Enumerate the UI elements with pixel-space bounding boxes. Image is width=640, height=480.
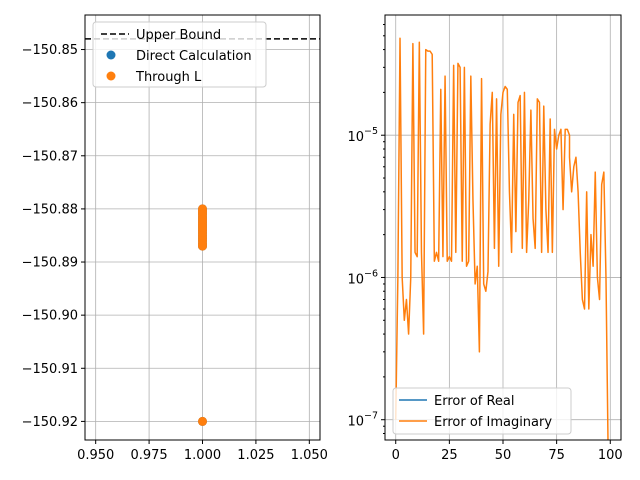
left-y-tick-label: −150.89: [22, 256, 78, 271]
legend-error-of-imaginary-label: Error of Imaginary: [434, 415, 552, 430]
right-x-tick-label: 75: [548, 448, 565, 463]
left-axes-frame: [84, 14, 321, 441]
right-x-tick-label: 50: [495, 448, 512, 463]
right-y-axis: 10−7 10−6 10−5: [347, 24, 385, 434]
right-y-tick-label: 10−5: [347, 126, 378, 145]
legend-through-l-swatch: [106, 71, 116, 81]
error-of-imaginary-line: [394, 37, 609, 440]
right-x-tick-label: 25: [441, 448, 458, 463]
scatter-point-through-l: [198, 416, 207, 426]
left-x-tick-label: 1.000: [184, 448, 221, 463]
legend-error-of-real-label: Error of Real: [434, 394, 515, 409]
left-legend: Upper Bound Direct Calculation Through L: [92, 21, 267, 88]
left-y-tick-label: −150.87: [22, 149, 78, 164]
right-plot-area: [394, 37, 609, 440]
left-y-axis: −150.85 −150.86 −150.87 −150.88 −150.89 −150.…: [22, 43, 85, 430]
legend-direct-calculation-label: Direct Calculation: [136, 49, 252, 64]
legend-direct-calculation-swatch: [106, 50, 116, 60]
legend-upper-bound-label: Upper Bound: [136, 28, 221, 43]
legend-through-l-label: Through L: [135, 70, 202, 85]
right-x-tick-label: 0: [392, 448, 400, 463]
right-panel: 0 25 50 75 100 10−7 10−6 10−5 Error of Real Er…: [347, 14, 623, 463]
left-y-tick-label: −150.91: [22, 362, 78, 377]
left-x-tick-label: 0.950: [77, 448, 114, 463]
right-x-axis: 0 25 50 75 100: [392, 440, 623, 463]
left-panel: 0.950 0.975 1.000 1.025 1.050 −150.85 −150.86…: [22, 14, 328, 463]
left-x-tick-label: 1.025: [237, 448, 274, 463]
left-x-axis: 0.950 0.975 1.000 1.025 1.050: [77, 440, 328, 463]
left-y-tick-label: −150.92: [22, 415, 78, 430]
right-y-tick-label: 10−7: [347, 411, 378, 430]
left-y-tick-label: −150.90: [22, 309, 78, 324]
left-scatter-points: [198, 204, 207, 426]
scatter-point-through-l: [198, 241, 207, 251]
left-y-tick-label: −150.88: [22, 202, 78, 217]
right-x-tick-label: 100: [598, 448, 623, 463]
left-x-tick-label: 1.050: [291, 448, 328, 463]
right-legend-box: [392, 387, 572, 435]
right-legend: Error of Real Error of Imaginary: [392, 387, 572, 435]
left-x-tick-label: 0.975: [130, 448, 167, 463]
right-axes-frame: [384, 14, 622, 441]
left-legend-box: [92, 21, 267, 88]
right-y-tick-label: 10−6: [347, 268, 378, 287]
left-y-tick-label: −150.86: [22, 96, 78, 111]
left-y-tick-label: −150.85: [22, 43, 78, 58]
